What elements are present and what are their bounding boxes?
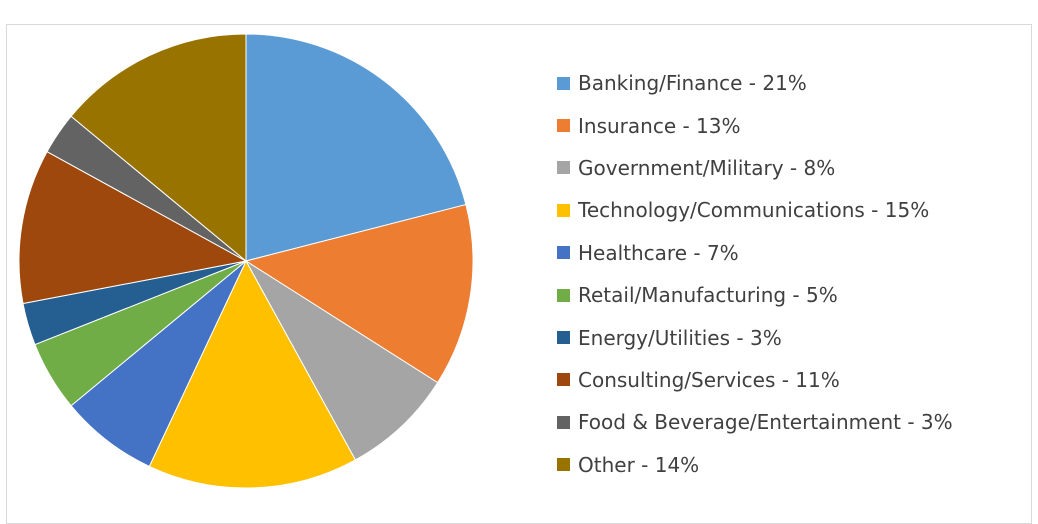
legend-swatch-retail-manufacturing <box>557 288 570 302</box>
legend-label-energy-utilities: Energy/Utilities - 3% <box>578 325 782 350</box>
pie-slice-banking-finance <box>245 33 467 262</box>
legend-swatch-government-military <box>557 161 570 175</box>
legend-item-insurance: Insurance - 13% <box>557 104 953 146</box>
legend-label-consulting-services: Consulting/Services - 11% <box>578 367 840 392</box>
pie-slice-technology-communications <box>148 259 357 489</box>
chart-legend: Banking/Finance - 21% Insurance - 13% Gove… <box>557 62 953 486</box>
legend-item-energy-utilities: Energy/Utilities - 3% <box>557 316 953 358</box>
legend-label-healthcare: Healthcare - 7% <box>578 240 739 265</box>
legend-swatch-healthcare <box>557 246 570 260</box>
legend-swatch-other <box>557 458 570 472</box>
pie-slice-government-military <box>245 260 439 461</box>
legend-swatch-banking-finance <box>557 76 570 90</box>
legend-item-other: Other - 14% <box>557 444 953 486</box>
legend-label-other: Other - 14% <box>578 452 700 477</box>
legend-item-technology-communications: Technology/Communications - 15% <box>557 189 953 231</box>
legend-swatch-food-beverage-entertainment <box>557 415 570 429</box>
legend-item-food-beverage-entertainment: Food & Beverage/Entertainment - 3% <box>557 401 953 443</box>
legend-label-technology-communications: Technology/Communications - 15% <box>578 198 930 223</box>
legend-item-retail-manufacturing: Retail/Manufacturing - 5% <box>557 274 953 316</box>
legend-item-healthcare: Healthcare - 7% <box>557 232 953 274</box>
legend-item-banking-finance: Banking/Finance - 21% <box>557 62 953 104</box>
legend-item-consulting-services: Consulting/Services - 11% <box>557 359 953 401</box>
legend-swatch-consulting-services <box>557 373 570 387</box>
legend-label-government-military: Government/Military - 8% <box>578 155 836 180</box>
legend-swatch-insurance <box>557 119 570 133</box>
legend-swatch-technology-communications <box>557 203 570 217</box>
pie-chart <box>18 33 474 489</box>
pie-slice-other <box>70 33 247 263</box>
pie-slice-insurance <box>244 203 474 384</box>
legend-label-banking-finance: Banking/Finance - 21% <box>578 71 807 96</box>
legend-label-food-beverage-entertainment: Food & Beverage/Entertainment - 3% <box>578 410 953 435</box>
legend-item-government-military: Government/Military - 8% <box>557 147 953 189</box>
pie-slice-consulting-services <box>18 150 248 305</box>
legend-label-retail-manufacturing: Retail/Manufacturing - 5% <box>578 283 838 308</box>
legend-swatch-energy-utilities <box>557 331 570 345</box>
legend-label-insurance: Insurance - 13% <box>578 113 741 138</box>
